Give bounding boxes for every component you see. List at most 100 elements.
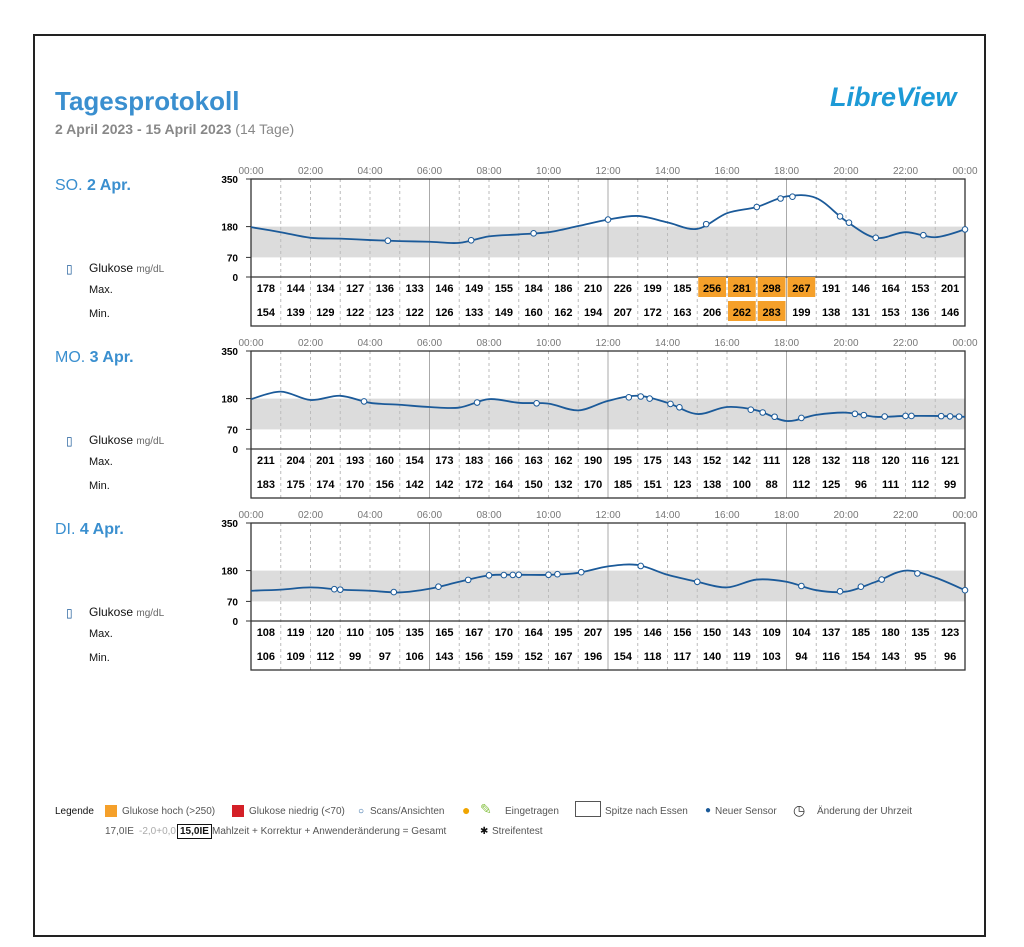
day-label: SO. 2 Apr. bbox=[55, 177, 131, 195]
min-value: 143 bbox=[435, 651, 453, 663]
high-cell bbox=[728, 301, 756, 321]
x-tick-label: 08:00 bbox=[476, 510, 501, 521]
legend-strip: Streifentest bbox=[492, 826, 543, 837]
min-value: 122 bbox=[405, 307, 423, 319]
glucose-line bbox=[250, 563, 966, 594]
max-value: 207 bbox=[584, 627, 602, 639]
date: 4 Apr. bbox=[79, 521, 124, 538]
min-value: 132 bbox=[554, 479, 572, 491]
max-value: 256 bbox=[703, 283, 721, 295]
min-value: 109 bbox=[286, 651, 304, 663]
min-value: 156 bbox=[465, 651, 483, 663]
scan-marker bbox=[961, 226, 969, 233]
min-value: 170 bbox=[346, 479, 364, 491]
max-value: 135 bbox=[911, 627, 929, 639]
scan-marker bbox=[637, 393, 645, 400]
x-tick-label: 02:00 bbox=[298, 338, 323, 349]
x-tick-label: 00:00 bbox=[238, 338, 263, 349]
x-tick-label: 08:00 bbox=[476, 166, 501, 177]
max-value: 164 bbox=[881, 283, 900, 295]
day-label: MO. 3 Apr. bbox=[55, 349, 134, 367]
scan-marker bbox=[625, 394, 633, 401]
scan-marker bbox=[693, 578, 701, 586]
scan-marker bbox=[771, 413, 778, 421]
min-value: 183 bbox=[257, 479, 275, 491]
x-tick-label: 00:00 bbox=[952, 510, 977, 521]
high-cell bbox=[757, 277, 786, 297]
scan-marker bbox=[336, 586, 344, 593]
min-value: 126 bbox=[435, 307, 453, 319]
legend-peak: Spitze nach Essen bbox=[605, 806, 688, 817]
min-value: 143 bbox=[881, 651, 899, 663]
max-value: 146 bbox=[643, 627, 661, 639]
max-value: 165 bbox=[435, 627, 453, 639]
scan-marker bbox=[961, 586, 969, 594]
scan-marker bbox=[946, 413, 954, 420]
glucose-text: Glukose bbox=[89, 261, 134, 275]
max-value: 184 bbox=[524, 283, 543, 295]
max-value: 191 bbox=[822, 283, 840, 295]
min-value: 170 bbox=[584, 479, 602, 491]
min-label: Min. bbox=[89, 480, 110, 492]
min-value: 154 bbox=[257, 307, 276, 319]
min-value: 154 bbox=[852, 651, 871, 663]
scan-marker bbox=[798, 582, 805, 590]
scan-marker bbox=[789, 193, 796, 200]
x-tick-label: 18:00 bbox=[774, 166, 799, 177]
scan-marker bbox=[759, 409, 767, 416]
scan-marker bbox=[384, 237, 392, 245]
scan-marker bbox=[473, 399, 481, 406]
min-value: 88 bbox=[766, 479, 778, 491]
weekday: SO. bbox=[55, 177, 83, 194]
weekday: MO. bbox=[55, 349, 86, 366]
max-value: 150 bbox=[703, 627, 721, 639]
glucose-text: Glukose bbox=[89, 605, 134, 619]
min-value: 123 bbox=[673, 479, 691, 491]
max-value: 109 bbox=[762, 627, 780, 639]
min-value: 94 bbox=[795, 651, 808, 663]
max-value: 110 bbox=[346, 627, 364, 639]
min-value: 112 bbox=[317, 651, 335, 663]
x-tick-label: 18:00 bbox=[774, 510, 799, 521]
scan-marker bbox=[390, 588, 398, 596]
min-value: 112 bbox=[912, 479, 930, 491]
min-value: 99 bbox=[944, 479, 956, 491]
max-value: 175 bbox=[643, 455, 661, 467]
min-value: 97 bbox=[379, 651, 391, 663]
scan-marker bbox=[702, 220, 710, 228]
max-value: 210 bbox=[584, 283, 602, 295]
x-tick-label: 04:00 bbox=[357, 166, 382, 177]
max-value: 105 bbox=[376, 627, 394, 639]
x-tick-label: 04:00 bbox=[357, 510, 382, 521]
y-tick-label: 180 bbox=[221, 567, 238, 578]
y-tick-label: 70 bbox=[227, 597, 239, 608]
x-tick-label: 00:00 bbox=[952, 338, 977, 349]
x-tick-label: 14:00 bbox=[655, 510, 680, 521]
scan-marker bbox=[331, 585, 338, 593]
y-tick-label: 350 bbox=[221, 175, 238, 186]
unit: mg/dL bbox=[136, 436, 165, 447]
pen-icon: ✎ bbox=[480, 801, 492, 817]
max-value: 195 bbox=[554, 627, 572, 639]
y-tick-label: 350 bbox=[221, 519, 238, 530]
scan-marker bbox=[676, 403, 683, 411]
x-tick-label: 22:00 bbox=[893, 166, 918, 177]
max-value: 135 bbox=[405, 627, 423, 639]
max-value: 155 bbox=[495, 283, 513, 295]
scan-marker bbox=[860, 411, 868, 419]
scan-marker bbox=[637, 562, 645, 570]
max-value: 123 bbox=[941, 627, 959, 639]
min-value: 151 bbox=[643, 479, 661, 491]
min-value: 196 bbox=[584, 651, 602, 663]
min-value: 116 bbox=[822, 651, 840, 663]
max-value: 162 bbox=[554, 455, 572, 467]
scan-icon: ○ bbox=[358, 806, 365, 817]
dose-correction: -2,0+0,0 bbox=[139, 826, 176, 837]
glucose-line bbox=[250, 390, 966, 422]
high-swatch bbox=[105, 805, 117, 817]
min-value: 142 bbox=[405, 479, 423, 491]
page-frame bbox=[33, 34, 986, 937]
min-value: 117 bbox=[674, 651, 692, 663]
scan-marker bbox=[360, 398, 368, 405]
